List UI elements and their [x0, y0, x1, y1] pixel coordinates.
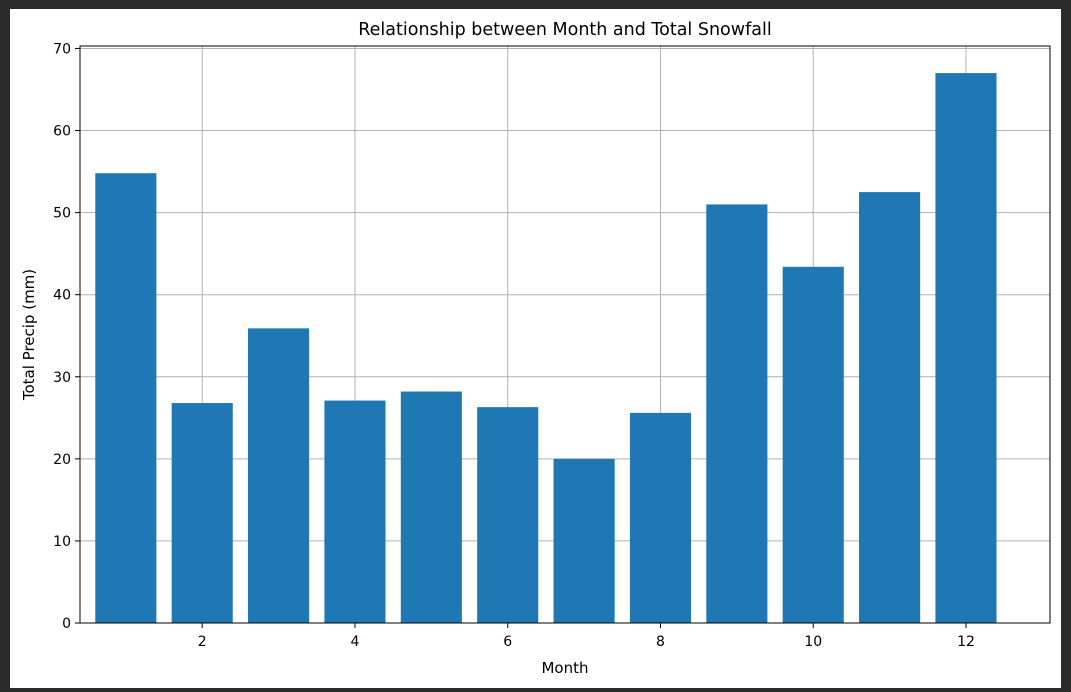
bar-month-6	[477, 407, 539, 623]
x-tick-label: 10	[804, 634, 822, 650]
x-tick-label: 8	[656, 634, 665, 650]
bar-month-7	[553, 458, 615, 623]
x-tick-label: 12	[957, 634, 975, 650]
y-tick-label: 30	[53, 370, 71, 386]
bar-month-2	[171, 403, 233, 623]
bar-month-5	[400, 391, 462, 623]
bar-month-1	[95, 173, 157, 623]
y-tick-label: 10	[53, 534, 71, 550]
bar-month-12	[935, 73, 997, 624]
bar-month-4	[324, 400, 386, 623]
chart-figure: 2 4 6 8 10 12 0 10 20 30 40 50 60 70 Relationship bet…	[10, 9, 1061, 688]
y-tick-label: 60	[53, 124, 71, 140]
x-tick-label: 4	[350, 634, 359, 650]
axis-ticks: 2 4 6 8 10 12 0 10 20 30 40 50 60 70	[53, 41, 975, 650]
x-axis-label: Month	[541, 659, 588, 677]
bar-month-3	[248, 328, 310, 623]
bar-month-8	[629, 412, 692, 623]
y-tick-label: 0	[62, 616, 71, 632]
y-tick-label: 40	[53, 288, 71, 304]
y-tick-label: 50	[53, 206, 71, 222]
bar-month-9	[706, 204, 768, 623]
bars	[95, 73, 997, 624]
bar-month-11	[859, 192, 921, 623]
y-tick-label: 70	[53, 41, 71, 57]
chart-title: Relationship between Month and Total Sno…	[358, 20, 771, 40]
bar-month-10	[782, 266, 844, 623]
bar-chart: 2 4 6 8 10 12 0 10 20 30 40 50 60 70 Relationship bet…	[10, 9, 1061, 688]
x-tick-label: 6	[503, 634, 512, 650]
x-tick-label: 2	[198, 634, 207, 650]
plot-area-frame	[79, 45, 1051, 624]
y-tick-label: 20	[53, 452, 71, 468]
y-axis-label: Total Precip (mm)	[20, 269, 38, 401]
